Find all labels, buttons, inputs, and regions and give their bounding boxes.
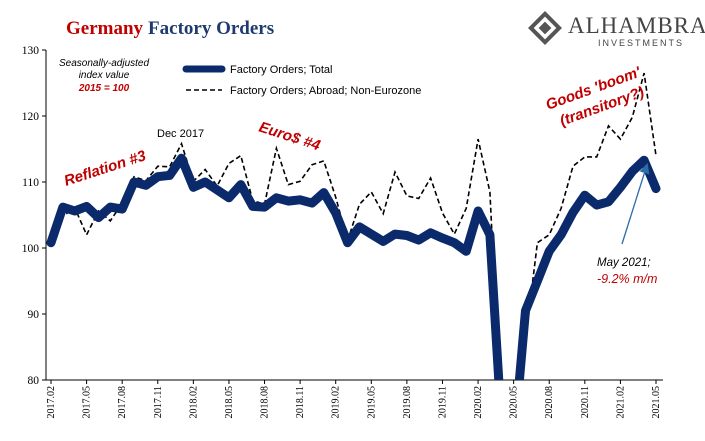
x-tick-label: 2021.05 — [651, 386, 662, 419]
x-tick-label: 2019.02 — [331, 386, 342, 419]
x-tick-label: 2017.08 — [117, 386, 128, 419]
x-tick-label: 2019.05 — [366, 386, 377, 419]
title-country: Germany — [66, 18, 144, 39]
logo-name: ALHAMBRA — [568, 13, 705, 38]
x-tick-label: 2018.02 — [188, 386, 199, 419]
y-tick-label: 130 — [22, 45, 40, 57]
x-tick-label: 2020.08 — [544, 386, 555, 419]
legend-label-total: Factory Orders; Total — [230, 64, 333, 76]
y-tick-label: 100 — [22, 243, 40, 255]
note-index: index value — [79, 70, 130, 81]
x-ticks: 2017.02 2017.05 2017.08 2017.11 2018.02 2018.… — [46, 380, 662, 419]
annotation-may2021: May 2021; — [597, 257, 651, 269]
y-ticks: 80 90 100 110 120 130 — [22, 45, 46, 387]
note-seasonal: Seasonally-adjusted — [59, 58, 149, 69]
series-line-total — [46, 153, 661, 380]
x-tick-label: 2018.11 — [295, 386, 306, 418]
x-tick-label: 2017.11 — [153, 386, 164, 418]
annotation-euro: Euro$ #4 — [257, 119, 323, 155]
logo-diamond-icon — [528, 11, 562, 45]
x-tick-label: 2019.11 — [437, 386, 448, 418]
x-tick-label: 2020.11 — [580, 386, 591, 418]
x-tick-label: 2018.08 — [260, 386, 271, 419]
annotation-dec2017: Dec 2017 — [157, 128, 204, 140]
x-tick-label: 2018.05 — [224, 386, 235, 419]
x-tick-label: 2019.08 — [402, 386, 413, 419]
y-tick-label: 110 — [22, 177, 39, 189]
legend: Factory Orders; Total Factory Orders; Ab… — [182, 64, 421, 97]
alhambra-logo: ALHAMBRA INVESTMENTS — [528, 11, 705, 48]
title-subject: Factory Orders — [148, 18, 274, 39]
y-tick-label: 120 — [22, 111, 40, 123]
chart-title: Germany Factory Orders — [66, 18, 274, 39]
note-base: 2015 = 100 — [78, 83, 130, 94]
annotation-arrow — [621, 163, 650, 245]
x-tick-label: 2020.02 — [473, 386, 484, 419]
series-line-abroad — [50, 72, 657, 380]
x-tick-label: 2021.02 — [615, 386, 626, 419]
x-tick-label: 2017.05 — [82, 386, 93, 419]
logo-sub: INVESTMENTS — [598, 38, 684, 48]
x-tick-label: 2017.02 — [46, 386, 57, 419]
legend-label-abroad: Factory Orders; Abroad; Non-Eurozone — [230, 85, 421, 97]
y-tick-label: 80 — [28, 375, 40, 387]
y-tick-label: 90 — [28, 309, 40, 321]
annotation-may-change: -9.2% m/m — [597, 272, 657, 286]
x-tick-label: 2020.05 — [509, 386, 520, 419]
